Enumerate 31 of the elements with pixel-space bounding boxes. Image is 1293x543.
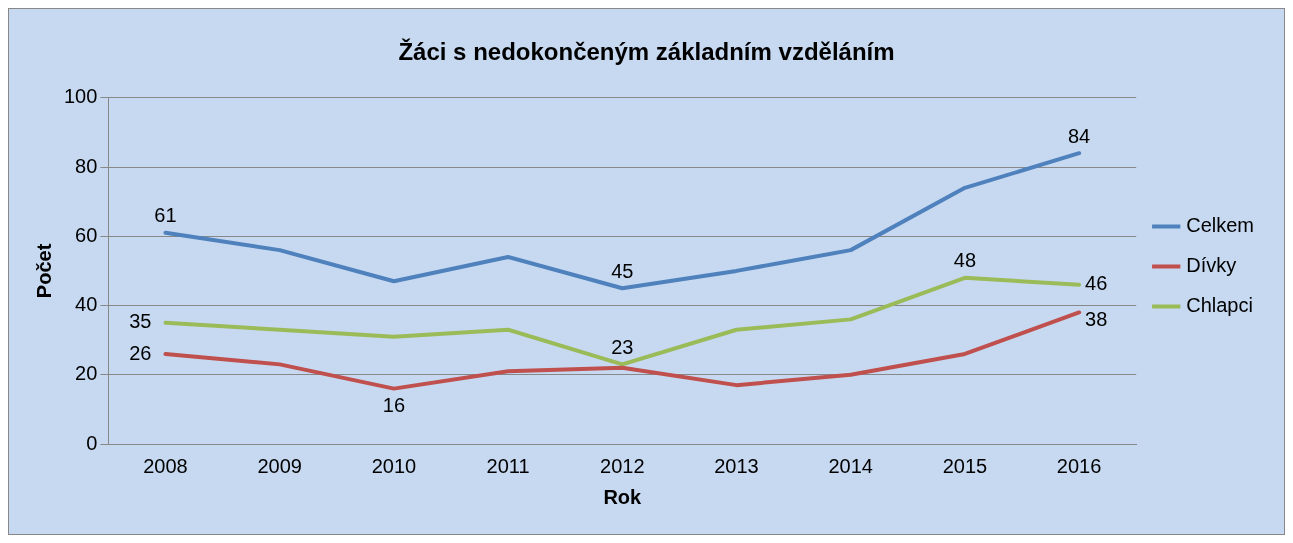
data-label: 61 xyxy=(154,204,177,227)
y-axis-title: Počet xyxy=(32,243,55,299)
data-label: 48 xyxy=(953,249,977,272)
x-tick-label: 2012 xyxy=(600,454,645,477)
data-label: 26 xyxy=(129,341,152,364)
chart-title: Žáci s nedokončeným základním vzděláním xyxy=(398,38,895,66)
y-tick-label: 20 xyxy=(75,362,98,385)
x-tick-label: 2014 xyxy=(828,454,873,477)
x-tick-label: 2009 xyxy=(257,454,302,477)
x-tick-label: 2013 xyxy=(714,454,759,477)
y-tick-label: 0 xyxy=(86,431,98,454)
data-label: 84 xyxy=(1067,124,1091,147)
y-tick-label: 40 xyxy=(75,293,98,316)
data-label: 46 xyxy=(1085,272,1108,295)
y-tick-label: 100 xyxy=(63,85,98,108)
legend-label: Dívky xyxy=(1186,254,1237,277)
data-label: 45 xyxy=(611,259,634,282)
x-tick-label: 2015 xyxy=(942,454,988,477)
data-label: 23 xyxy=(611,335,634,358)
x-tick-label: 2011 xyxy=(486,454,530,477)
data-label: 38 xyxy=(1085,307,1108,330)
data-label: 35 xyxy=(129,310,152,333)
y-tick-label: 60 xyxy=(75,223,98,246)
x-tick-label: 2008 xyxy=(143,454,188,477)
y-tick-label: 80 xyxy=(75,154,98,177)
x-tick-label: 2016 xyxy=(1056,454,1102,477)
x-tick-label: 2010 xyxy=(371,454,417,477)
legend-label: Chlapci xyxy=(1186,294,1253,317)
legend-label: Celkem xyxy=(1186,214,1254,237)
x-axis-title: Rok xyxy=(603,485,643,508)
data-label: 16 xyxy=(382,394,405,417)
